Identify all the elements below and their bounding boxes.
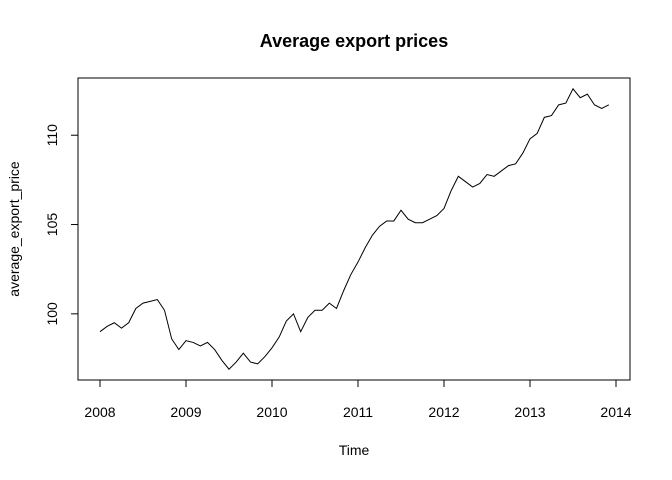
- x-axis: 2008 2009 2010 2011 2012 2013 2014: [84, 379, 632, 420]
- chart-title: Average export prices: [260, 31, 448, 51]
- x-tick-label: 2010: [256, 404, 287, 420]
- x-tick-label: 2009: [170, 404, 201, 420]
- x-axis-label: Time: [339, 442, 370, 458]
- x-tick-label: 2014: [600, 404, 631, 420]
- x-tick-label: 2013: [514, 404, 545, 420]
- y-axis-label: average_export_price: [6, 161, 22, 297]
- series-line: [99, 87, 610, 370]
- plot-frame: [77, 77, 631, 381]
- y-tick-label: 110: [44, 124, 60, 147]
- x-tick-label: 2008: [84, 404, 115, 420]
- x-tick-label: 2012: [428, 404, 459, 420]
- x-tick-label: 2011: [343, 404, 373, 420]
- y-axis: 100 105 110: [44, 124, 79, 326]
- y-tick-label: 100: [44, 302, 60, 326]
- y-tick-label: 105: [44, 213, 60, 237]
